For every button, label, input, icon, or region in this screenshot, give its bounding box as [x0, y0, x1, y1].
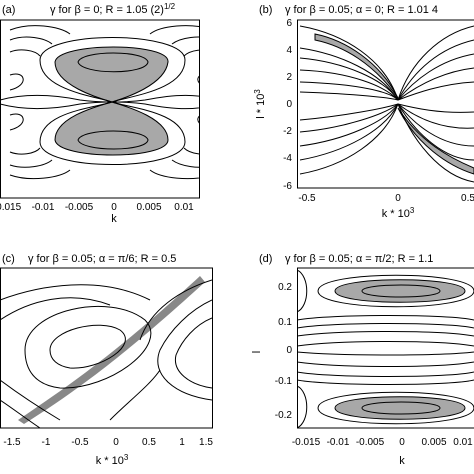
panel-b-ytick: 0 — [286, 99, 292, 110]
panel-d-label: (d) — [259, 253, 272, 265]
panel-b-contours — [299, 25, 474, 183]
panel-a-xtick: -0.005 — [65, 202, 94, 213]
panel-c-label: (c) — [2, 253, 15, 265]
panel-d-yticks: 0.2 0.1 0 -0.1 -0.2 — [275, 282, 293, 421]
panel-a-xlabel: k — [111, 213, 117, 225]
panel-c-xtick: 0 — [113, 437, 119, 448]
panel-d-frame — [297, 267, 474, 429]
panel-c-xtick: -1 — [42, 437, 51, 448]
panel-a-xtick: 0.005 — [136, 202, 161, 213]
panel-d-xtick: 0.01 — [453, 437, 473, 448]
panel-c-band — [18, 276, 205, 424]
panel-d-ytick: 0.2 — [278, 282, 292, 293]
panel-c-xlabel: k * 103 — [96, 453, 129, 467]
panel-c: (c) γ for β = 0.05; α = π/6; R = 0.5 -1.… — [0, 253, 213, 467]
panel-a-contours — [0, 25, 199, 180]
panel-a-xtick: 0.01 — [174, 202, 194, 213]
panel-a-xtick: -0.015 — [0, 202, 22, 213]
panel-a: (a) γ for β = 0; R = 1.05 (2)1/2 -0.015 — [0, 2, 200, 225]
panel-a-upper-lobe — [54, 46, 169, 103]
panel-c-xtick: 1.5 — [199, 437, 213, 448]
panel-a-lower-lobe — [54, 101, 169, 156]
panel-d-ytick: -0.1 — [275, 376, 293, 387]
panel-a-xtick: 0 — [111, 202, 117, 213]
panel-b-title: γ for β = 0.05; α = 0; R = 1.01 4 — [285, 4, 438, 16]
panel-b-xtick: -0.5 — [298, 193, 316, 204]
panel-b-ytick: -4 — [283, 153, 292, 164]
panel-a-label: (a) — [2, 4, 15, 16]
panel-d: (d) γ for β = 0.05; α = π/2; R = 1.1 0.2… — [251, 253, 474, 467]
panel-b-label: (b) — [259, 4, 272, 16]
panel-a-xticks: -0.015 -0.01 -0.005 0 0.005 0.01 — [0, 202, 194, 213]
panel-d-xtick: 0 — [399, 437, 405, 448]
panel-d-title: γ for β = 0.05; α = π/2; R = 1.1 — [285, 253, 433, 265]
panel-b-lower-band — [397, 107, 474, 175]
panel-d-xtick: -0.005 — [356, 437, 385, 448]
panel-b-xticks: -0.5 0 0.5 — [298, 193, 474, 204]
panel-d-xtick: 0.005 — [421, 437, 446, 448]
panel-c-xtick: -0.5 — [71, 437, 89, 448]
panel-d-lower-lobe — [334, 396, 466, 420]
panel-b-ylabel: l * 103 — [253, 89, 267, 119]
panel-d-ytick: -0.2 — [275, 410, 293, 421]
panel-b-xtick: 0 — [395, 193, 401, 204]
panel-d-ytick: 0 — [286, 345, 292, 356]
panel-d-contours — [297, 269, 474, 428]
panel-b-xtick: 0.5 — [461, 193, 474, 204]
panel-d-xticks: -0.015 -0.01 -0.005 0 0.005 0.01 — [292, 437, 473, 448]
panel-a-xtick: -0.01 — [32, 202, 55, 213]
panel-c-xticks: -1.5 -1 -0.5 0 0.5 1 1.5 — [3, 437, 213, 448]
panel-b-ytick: 2 — [286, 72, 292, 83]
panel-c-xtick: 1 — [179, 437, 185, 448]
panel-d-xtick: -0.01 — [327, 437, 350, 448]
panel-d-upper-lobe — [334, 279, 466, 303]
panel-b-ytick: -2 — [283, 126, 292, 137]
panel-b-frame — [297, 19, 474, 189]
panel-c-xtick: -1.5 — [3, 437, 21, 448]
panel-b-ytick: -6 — [283, 181, 292, 192]
panel-d-xtick: -0.015 — [292, 437, 321, 448]
panel-a-title: γ for β = 0; R = 1.05 (2)1/2 — [50, 2, 176, 16]
panel-b-ytick: 6 — [286, 18, 292, 29]
panel-b: (b) γ for β = 0.05; α = 0; R = 1.01 4 — [253, 4, 474, 220]
panel-d-ylabel: l — [251, 351, 263, 353]
panel-c-title: γ for β = 0.05; α = π/6; R = 0.5 — [28, 253, 176, 265]
panel-c-frame — [0, 267, 213, 429]
panel-b-xlabel: k * 103 — [382, 206, 415, 220]
panel-d-ytick: 0.1 — [278, 317, 292, 328]
panel-a-frame — [0, 19, 200, 199]
panel-c-contours — [0, 276, 212, 428]
panel-d-xlabel: k — [399, 455, 405, 467]
panel-b-yticks: 6 4 2 0 -2 -4 -6 — [283, 18, 292, 192]
panel-b-ytick: 4 — [286, 45, 292, 56]
panel-c-xtick: 0.5 — [142, 437, 156, 448]
panel-b-upper-band — [314, 33, 399, 99]
